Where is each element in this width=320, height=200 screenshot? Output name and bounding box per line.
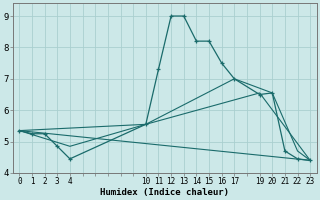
- X-axis label: Humidex (Indice chaleur): Humidex (Indice chaleur): [100, 188, 229, 197]
